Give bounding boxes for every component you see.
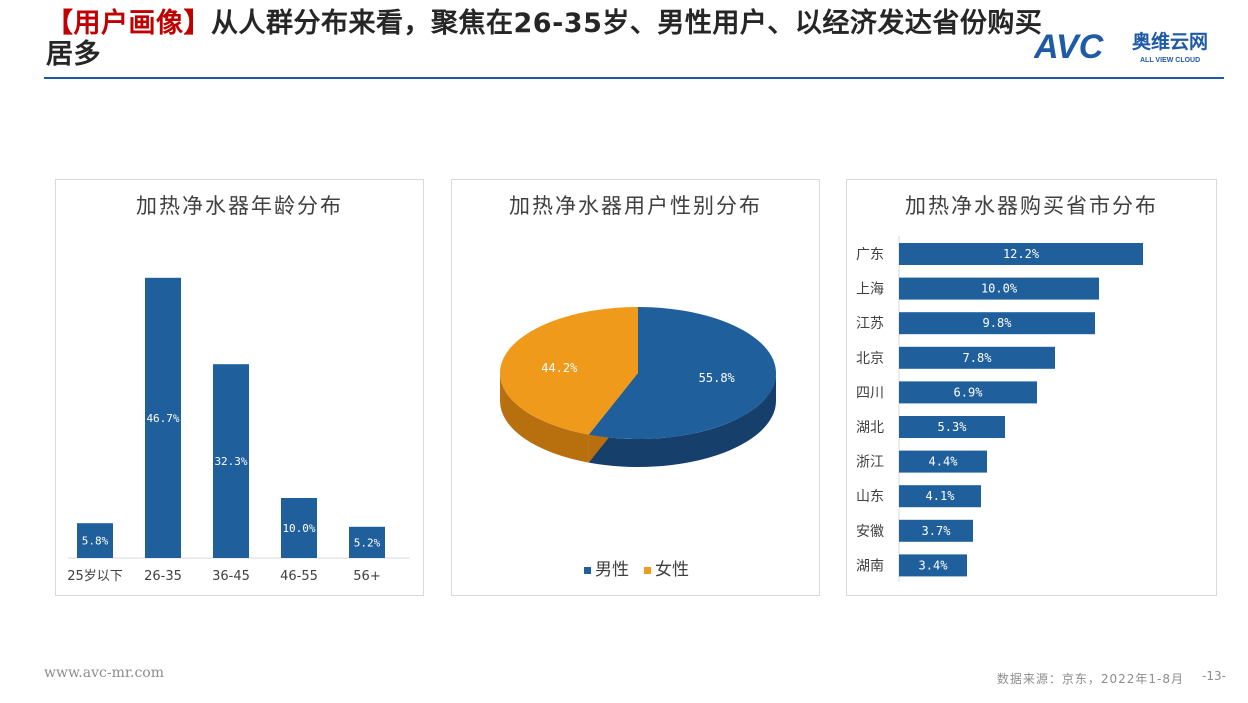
page-title: 【用户画像】从人群分布来看，聚焦在26-35岁、男性用户、以经济发达省份购买居多 <box>46 8 1056 70</box>
logo-name: 奥维云网 <box>1132 30 1208 53</box>
province-category-label: 浙江 <box>856 455 884 471</box>
age-bar <box>213 364 249 558</box>
province-category-label: 湖北 <box>856 420 884 436</box>
province-bar <box>899 243 1143 265</box>
province-data-label: 9.8% <box>983 316 1013 330</box>
pie-slice <box>499 307 638 435</box>
page-title-text: 从人群分布来看，聚焦在26-35岁、男性用户、以经济发达省份购买居多 <box>46 8 1043 70</box>
province-data-label: 10.0% <box>981 282 1018 296</box>
province-category-label: 湖南 <box>856 558 884 574</box>
age-category-label: 46-55 <box>280 569 318 584</box>
pie-data-label: 55.8% <box>699 371 736 385</box>
age-data-label: 5.8% <box>82 535 109 548</box>
pie-slice-side <box>500 373 589 463</box>
age-category-label: 56+ <box>353 569 380 584</box>
province-data-label: 5.3% <box>938 420 968 434</box>
province-category-label: 广东 <box>856 247 884 263</box>
title-underline <box>44 77 1224 79</box>
province-bar <box>899 277 1099 300</box>
province-category-label: 上海 <box>856 282 884 298</box>
age-bar <box>281 498 317 558</box>
age-chart-title: 加热净水器年龄分布 <box>136 194 343 218</box>
pie-slice-side <box>588 373 776 467</box>
legend-label: 女性 <box>655 560 689 580</box>
province-data-label: 6.9% <box>954 385 984 399</box>
province-bar <box>899 346 1055 369</box>
province-bar <box>899 450 987 473</box>
province-data-label: 3.7% <box>922 524 952 538</box>
page-title-tag: 【用户画像】 <box>46 8 211 39</box>
age-data-label: 5.2% <box>354 536 381 549</box>
pie-slice <box>588 307 776 439</box>
age-bar-chart: 5.8% 25岁以下 46.7% 26-35 32.3% 36-45 10.0% 46-55 5… <box>67 277 410 584</box>
province-bar <box>899 416 1005 438</box>
age-data-label: 32.3% <box>214 455 247 468</box>
age-bar <box>145 277 181 558</box>
legend-swatch <box>644 567 651 574</box>
age-bar <box>77 523 113 558</box>
gender-chart-title: 加热净水器用户性别分布 <box>509 194 762 218</box>
province-bar <box>899 381 1037 404</box>
province-category-label: 安徽 <box>856 524 884 540</box>
logo-sub: ALL VIEW CLOUD <box>1140 57 1200 64</box>
province-bar-chart: 12.2% 广东 10.0% 上海 9.8% 江苏 7.8% 北京 6.9% 四川 5.3% 湖北 4.… <box>856 236 1143 582</box>
legend-label: 男性 <box>595 560 629 580</box>
province-chart-panel: 加热净水器购买省市分布 12.2% 广东 10.0% 上海 9.8% 江苏 7.8% 北京 6.… <box>846 179 1217 596</box>
age-category-label: 25岁以下 <box>67 569 123 584</box>
province-data-label: 4.4% <box>929 455 959 469</box>
data-source-note: 数据来源：京东，2022年1-8月 <box>996 672 1184 686</box>
pie-data-label: 44.2% <box>541 361 578 375</box>
province-data-label: 12.2% <box>1003 247 1040 261</box>
avc-logo: AVC 奥维云网 ALL VIEW CLOUD <box>1034 28 1208 66</box>
province-bar <box>899 312 1095 335</box>
province-bar <box>899 485 981 508</box>
province-chart-title: 加热净水器购买省市分布 <box>905 194 1158 218</box>
province-data-label: 4.1% <box>926 489 956 503</box>
logo-mark: AVC <box>1034 28 1104 66</box>
age-data-label: 10.0% <box>282 522 315 535</box>
province-category-label: 江苏 <box>856 316 884 332</box>
footer-url: www.avc-mr.com <box>44 665 164 681</box>
province-data-label: 7.8% <box>963 351 993 365</box>
province-data-label: 3.4% <box>919 558 949 572</box>
age-chart-panel: 加热净水器年龄分布 5.8% 25岁以下 46.7% 26-35 32.3% 36-45 1… <box>55 179 424 596</box>
page-number: -13- <box>1202 669 1226 683</box>
province-category-label: 山东 <box>856 489 884 505</box>
age-bar <box>349 526 385 558</box>
province-bar <box>899 519 973 542</box>
age-data-label: 46.7% <box>146 412 179 425</box>
age-category-label: 36-45 <box>212 569 250 584</box>
province-category-label: 四川 <box>856 385 884 401</box>
province-category-label: 北京 <box>856 351 884 367</box>
legend-swatch <box>584 567 591 574</box>
gender-chart-panel: 加热净水器用户性别分布 55.8% 44.2% 男性 女性 <box>451 179 820 596</box>
gender-pie-chart: 55.8% 44.2% 男性 女性 <box>499 307 776 580</box>
province-bar <box>899 554 967 577</box>
age-category-label: 26-35 <box>144 569 182 584</box>
